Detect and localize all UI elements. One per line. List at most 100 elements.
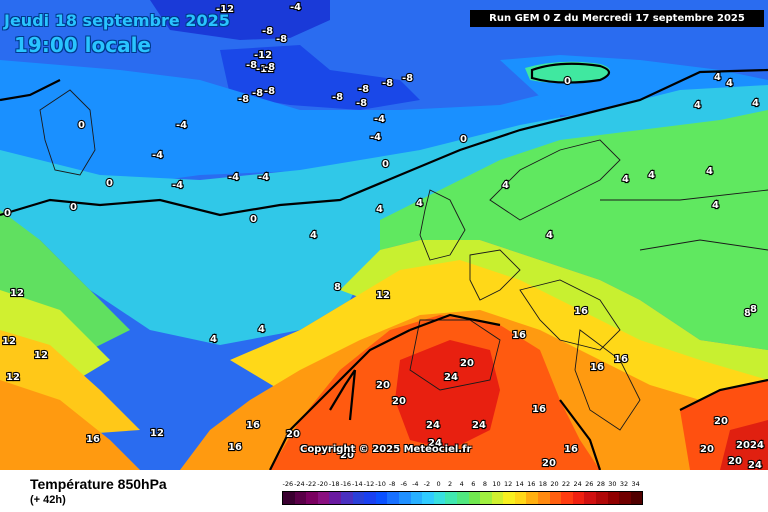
legend-tick-label: 8	[482, 480, 487, 488]
cold-pocket-greenland	[150, 0, 330, 40]
legend-tick-label: 16	[527, 480, 536, 488]
band-twentyfour	[395, 340, 500, 450]
run-info: Run GEM 0 Z du Mercredi 17 septembre 202…	[470, 10, 764, 27]
legend-tick-label: 24	[573, 480, 582, 488]
isotherm-label: 12	[150, 428, 164, 439]
isotherm-label: 20	[376, 380, 390, 391]
isotherm-label: 20	[542, 458, 556, 469]
isotherm-label: 24	[426, 420, 440, 431]
map-canvas: -12 -4 -8 -12 -8 -8 -12 -8 -8 -8 -8 -8 -…	[0, 0, 768, 470]
isotherm-label: 12	[34, 350, 48, 361]
isotherm-label: 4	[310, 230, 317, 241]
isotherm-label: 4	[376, 204, 383, 215]
isotherm-label: -4	[172, 180, 183, 191]
legend-tick-label: -12	[363, 480, 375, 488]
legend-swatch	[398, 492, 411, 504]
isotherm-label: 4	[258, 324, 265, 335]
legend-swatch	[340, 492, 353, 504]
isotherm-label: 0	[70, 202, 77, 213]
isotherm-label: -4	[176, 120, 187, 131]
legend-tick-label: 32	[619, 480, 629, 488]
legend-tick-label: 22	[561, 480, 571, 488]
legend-tick-label: 12	[503, 480, 513, 488]
legend-tick-label: -14	[352, 480, 363, 488]
legend-tick-label: 6	[471, 480, 476, 488]
legend-swatch	[375, 492, 388, 504]
legend-swatch	[572, 492, 585, 504]
isotherm-label: 16	[564, 444, 578, 455]
legend-swatch	[422, 492, 434, 504]
legend-tick-label: -4	[412, 480, 419, 488]
isotherm-label: 16	[574, 306, 588, 317]
isotherm-label: 4	[712, 200, 719, 211]
isotherm-label: 0	[4, 208, 11, 219]
isotherm-label: -8	[402, 73, 413, 84]
isotherm-label: 8	[334, 282, 341, 293]
isotherm-label: 4	[726, 78, 733, 89]
legend-tick-label: 30	[608, 480, 617, 488]
lead-time: (+ 42h)	[30, 494, 66, 506]
isotherm-label: 24	[472, 420, 486, 431]
isotherm-label: 20	[736, 440, 750, 451]
isotherm-label: 4	[546, 230, 553, 241]
legend-tick-label: -10	[375, 480, 386, 488]
isotherm-label: 4	[752, 98, 759, 109]
legend-swatch	[468, 492, 481, 504]
isotherm-label: -8	[276, 34, 287, 45]
legend-swatch	[480, 492, 492, 504]
legend-swatch	[306, 492, 318, 504]
isotherm-label: 24	[444, 372, 458, 383]
temperature-map: -12 -4 -8 -12 -8 -8 -12 -8 -8 -8 -8 -8 -…	[0, 0, 768, 470]
isotherm-label: -8	[358, 84, 369, 95]
legend-swatch	[352, 492, 365, 504]
isotherm-lines	[0, 62, 768, 470]
legend-swatch	[410, 492, 423, 504]
isotherm-label: 4	[648, 170, 655, 181]
legend-ticks: -26 -24 -22 -20 -18 -16 -14 -12 -10 -8 -6 -4 -2 0 2 4 6 8…	[282, 479, 641, 489]
legend-tick-label: 2	[448, 480, 453, 488]
isotherm-label: 0	[78, 120, 85, 131]
legend-tick-label: 14	[515, 480, 524, 488]
legend-tick-label: -6	[400, 480, 407, 488]
legend-swatch	[294, 492, 307, 504]
isotherm-label: -12	[216, 4, 234, 15]
isotherm-label: 8	[744, 308, 751, 319]
isotherm-label: 16	[532, 404, 546, 415]
isotherm-label: 4	[210, 334, 217, 345]
band-four	[380, 110, 768, 350]
isotherm-label: -4	[374, 114, 385, 125]
isotherm-label: 20	[728, 456, 742, 467]
legend-swatch	[584, 492, 597, 504]
isotherm-label: -4	[370, 132, 381, 143]
legend-swatch	[317, 492, 330, 504]
isotherm-label: 12	[6, 372, 20, 383]
isotherm-label: -8	[246, 60, 257, 71]
isotherm-label: -8	[382, 78, 393, 89]
isotherm-label: 24	[750, 440, 764, 451]
isotherm-label: -8	[264, 86, 275, 97]
isotherm-label: 20	[340, 450, 354, 461]
cold-pocket-atlantic	[220, 45, 420, 110]
legend-tick-label: 34	[631, 480, 640, 488]
isotherm-label: 24	[428, 438, 442, 449]
legend-tick-label: 20	[550, 480, 559, 488]
legend-tick-label: -16	[340, 480, 352, 488]
legend-tick-label: -8	[388, 480, 396, 488]
isotherm-label: 4	[714, 72, 721, 83]
isotherm-label: -4	[228, 172, 239, 183]
parameter-title: Température 850hPa	[30, 476, 167, 492]
isotherm-label: 16	[246, 420, 260, 431]
isotherm-label-group: -12 -4 -8 -12 -8 -8 -12 -8 -8 -8 -8 -8 -…	[1, 1, 765, 470]
legend-swatch	[387, 492, 399, 504]
isotherm-label: -8	[262, 26, 273, 37]
isotherm-label: 8	[750, 304, 757, 315]
legend-tick-label: 26	[585, 480, 594, 488]
legend-swatch	[329, 492, 341, 504]
isotherm-label: 4	[416, 198, 423, 209]
isotherm-label: 0	[564, 76, 571, 87]
isotherm-label: -8	[332, 92, 343, 103]
isotherm-label: 16	[86, 434, 100, 445]
legend-tick-label: -20	[317, 480, 328, 488]
legend-swatch	[364, 492, 376, 504]
legend-tick-label: -18	[328, 480, 340, 488]
